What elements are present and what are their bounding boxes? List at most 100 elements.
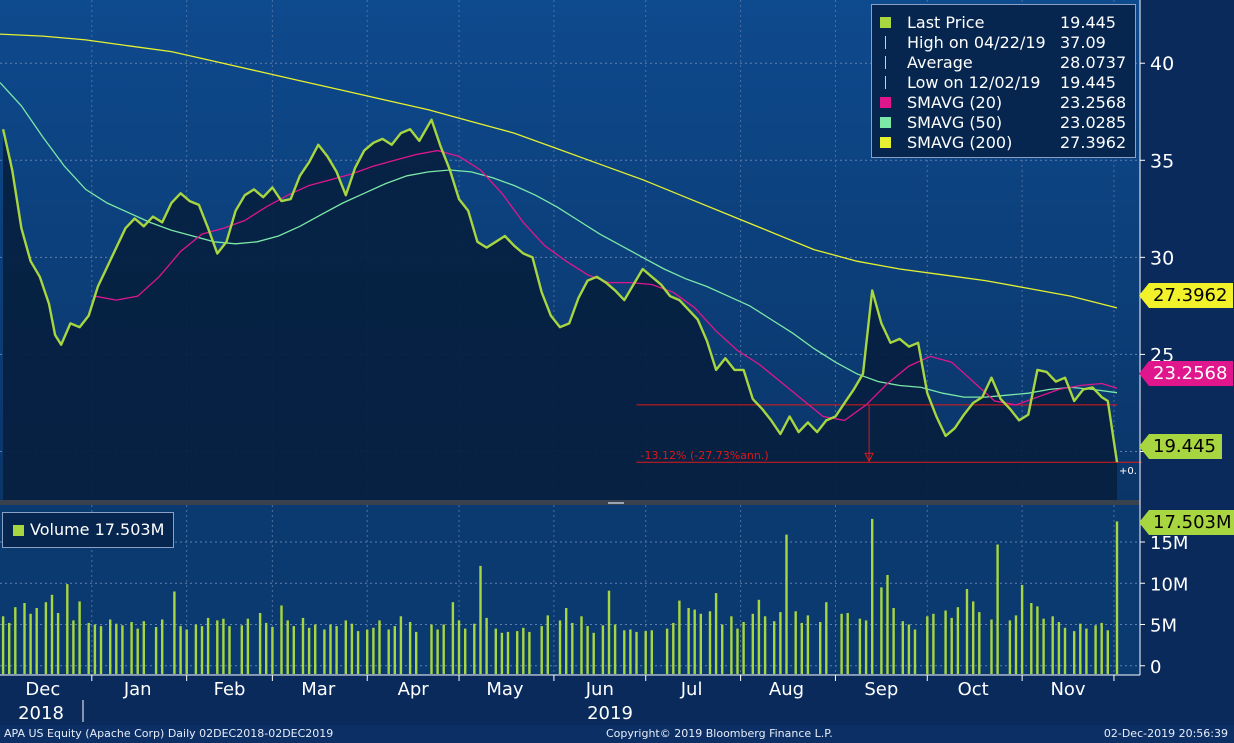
volume-bar [161, 619, 164, 674]
volume-bar [479, 565, 482, 674]
month-tick-label: Jan [123, 679, 152, 700]
volume-bar [1073, 631, 1076, 674]
legend-label: Last Price [907, 13, 985, 32]
volume-bar [323, 629, 326, 674]
footer-copyright: Copyright© 2019 Bloomberg Finance L.P. [606, 727, 833, 740]
volume-bar [571, 622, 574, 674]
volume-bar [485, 617, 488, 674]
volume-bar [23, 603, 26, 674]
volume-bar [280, 605, 283, 674]
volume-bar [115, 623, 118, 674]
volume-bar [185, 629, 188, 674]
volume-bar [329, 624, 332, 674]
square-marker-icon [13, 525, 24, 536]
month-tick-label: Sep [864, 679, 898, 700]
volume-bar [901, 621, 904, 674]
volume-bar [858, 618, 862, 674]
month-tick-label: Dec [25, 679, 60, 700]
volume-bar [121, 625, 124, 674]
volume-bar [699, 613, 702, 674]
volume-bar [399, 616, 403, 675]
volume-bar [1042, 618, 1045, 674]
volume-bar [473, 623, 476, 674]
legend-value: 19.445 [1060, 73, 1116, 92]
volume-bar [708, 611, 712, 674]
month-tick-label: Jun [585, 679, 614, 700]
panel-resize-handle [608, 502, 624, 504]
legend-value: 23.2568 [1060, 93, 1127, 112]
measure-arrow-head [864, 452, 874, 463]
volume-bar [372, 627, 375, 674]
volume-bar [871, 518, 874, 674]
footer-timestamp: 02-Dec-2019 20:56:39 [1103, 727, 1228, 740]
volume-bar [650, 630, 653, 674]
month-tick-label: Feb [214, 679, 246, 700]
volume-bar [1014, 615, 1018, 674]
volume-value-tag: 17.503M [1139, 510, 1234, 535]
volume-bar [271, 627, 274, 674]
volume-bar [93, 624, 97, 674]
volume-bar [136, 628, 139, 674]
volume-bar [751, 613, 754, 674]
volume-panel-background [0, 505, 1140, 675]
volume-bar [819, 622, 822, 674]
volume-bar [56, 613, 60, 674]
volume-bar [142, 621, 145, 674]
legend-label: Average [907, 53, 973, 72]
average-marker-icon [885, 56, 886, 69]
volume-bar [240, 625, 243, 674]
panel-separator [0, 500, 1140, 505]
volume-bar [522, 627, 525, 674]
volume-bar [635, 631, 638, 674]
volume-bar [806, 615, 810, 674]
volume-bar [415, 631, 418, 674]
legend-row: Average 28.0737 [876, 53, 1131, 73]
high-marker-icon [885, 36, 886, 49]
volume-bar [864, 620, 868, 674]
volume-bar [344, 620, 347, 674]
legend-label: Low on 12/02/19 [907, 73, 1041, 92]
volume-bar [258, 613, 262, 674]
volume-bar [785, 534, 788, 674]
volume-bar [607, 590, 611, 674]
last-price-tag: 19.445 [1139, 434, 1222, 459]
year-tick-label: 2019 [587, 703, 633, 724]
price-tick-label: 35 [1150, 150, 1174, 172]
month-tick-label: Apr [398, 679, 430, 700]
legend-row: SMAVG (200) 27.3962 [876, 133, 1131, 153]
volume-bar [687, 608, 690, 674]
volume-bar [742, 622, 745, 674]
series-line-smavg-20 [94, 149, 1118, 422]
series-line-smavg-50 [0, 82, 1118, 398]
square-marker-icon [880, 97, 891, 108]
volume-bar [950, 617, 953, 674]
volume-bar [78, 601, 81, 674]
volume-bar [846, 613, 849, 674]
volume-bar [194, 624, 198, 674]
square-marker-icon [880, 17, 891, 28]
volume-bar [1100, 622, 1103, 674]
volume-bar [216, 620, 219, 674]
volume-bar [644, 631, 647, 674]
legend-row: High on 04/22/19 37.09 [876, 33, 1131, 53]
volume-bar [972, 601, 975, 674]
volume-bar [1036, 606, 1039, 674]
volume-bar [714, 593, 718, 674]
volume-bar [335, 626, 338, 674]
volume-bar [907, 624, 911, 674]
volume-bar [757, 599, 761, 675]
volume-bar [1079, 623, 1082, 674]
volume-bar [678, 600, 681, 674]
volume-bar [442, 624, 445, 674]
price-tick-label: 25 [1150, 344, 1174, 366]
volume-bar [494, 628, 497, 674]
volume-bar [408, 622, 412, 674]
volume-bar [926, 616, 929, 675]
volume-bar [773, 621, 776, 674]
volume-bar [436, 629, 439, 674]
volume-bar [528, 631, 531, 674]
legend-row: Low on 12/02/19 19.445 [876, 73, 1131, 93]
volume-bar [222, 618, 225, 674]
volume-bar [292, 626, 295, 674]
